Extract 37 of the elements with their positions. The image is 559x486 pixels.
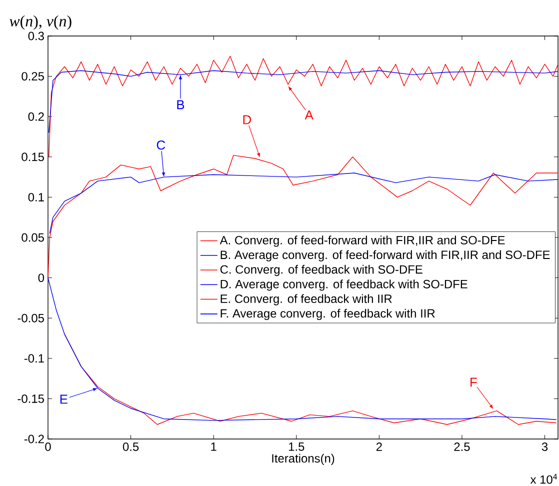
x-tick-label: 0 [45,442,51,451]
annotation: F [470,378,477,387]
legend-label: A. Converg. of feed-forward with FIR,IIR and SO-DFE [220,236,505,247]
legend-label: E. Converg. of feedback with IIR [220,294,392,306]
x-axis-title: Iterations(n) [272,454,334,465]
y-tick-label: 0.25 [22,72,44,81]
y-tick-label: 0.3 [28,32,44,40]
y-tick-label: -0.1 [24,354,44,363]
x-tick-label: 2 [376,442,382,451]
x-tick-label: 2.5 [454,442,470,451]
annotation: D [243,115,252,124]
line-series [48,277,557,421]
annotation: B [177,100,184,110]
y-tick-label: 0.15 [22,152,44,162]
x-tick-label: 0.5 [122,442,139,451]
y-tick-label: 0.05 [22,233,44,242]
y-tick-label: -0.2 [24,434,44,444]
legend-label: F. Average converg. of feedback with IIR [220,308,435,320]
annotation: E [60,394,68,404]
y-axis-title: w(n), v(n) [10,15,72,30]
y-tick-label: -0.15 [18,394,44,403]
y-tick-label: 0 [38,274,44,282]
x-tick-label: 1.5 [288,442,304,451]
line-series [48,154,558,278]
y-tick-label: -0.05 [18,314,44,322]
legend-label: B. Average converg. of feed-forward with FIR,IIR and SO-DFE [220,250,550,262]
legend-label: C. Converg. of feedback with SO-DFE [220,264,422,276]
text: x 10$^{4}$ [530,474,558,484]
x-tick-label: 1 [211,442,216,451]
annotation: A [304,110,314,120]
legend-label: D. Average converg. of feedback with SO-DFE [220,280,468,291]
x-tick-label: 3 [542,442,548,451]
annotation: C [156,140,166,150]
y-tick-label: 0.1 [28,192,44,202]
line-series [48,56,558,158]
y-tick-label: 0.2 [28,112,44,121]
line-series [49,172,558,234]
